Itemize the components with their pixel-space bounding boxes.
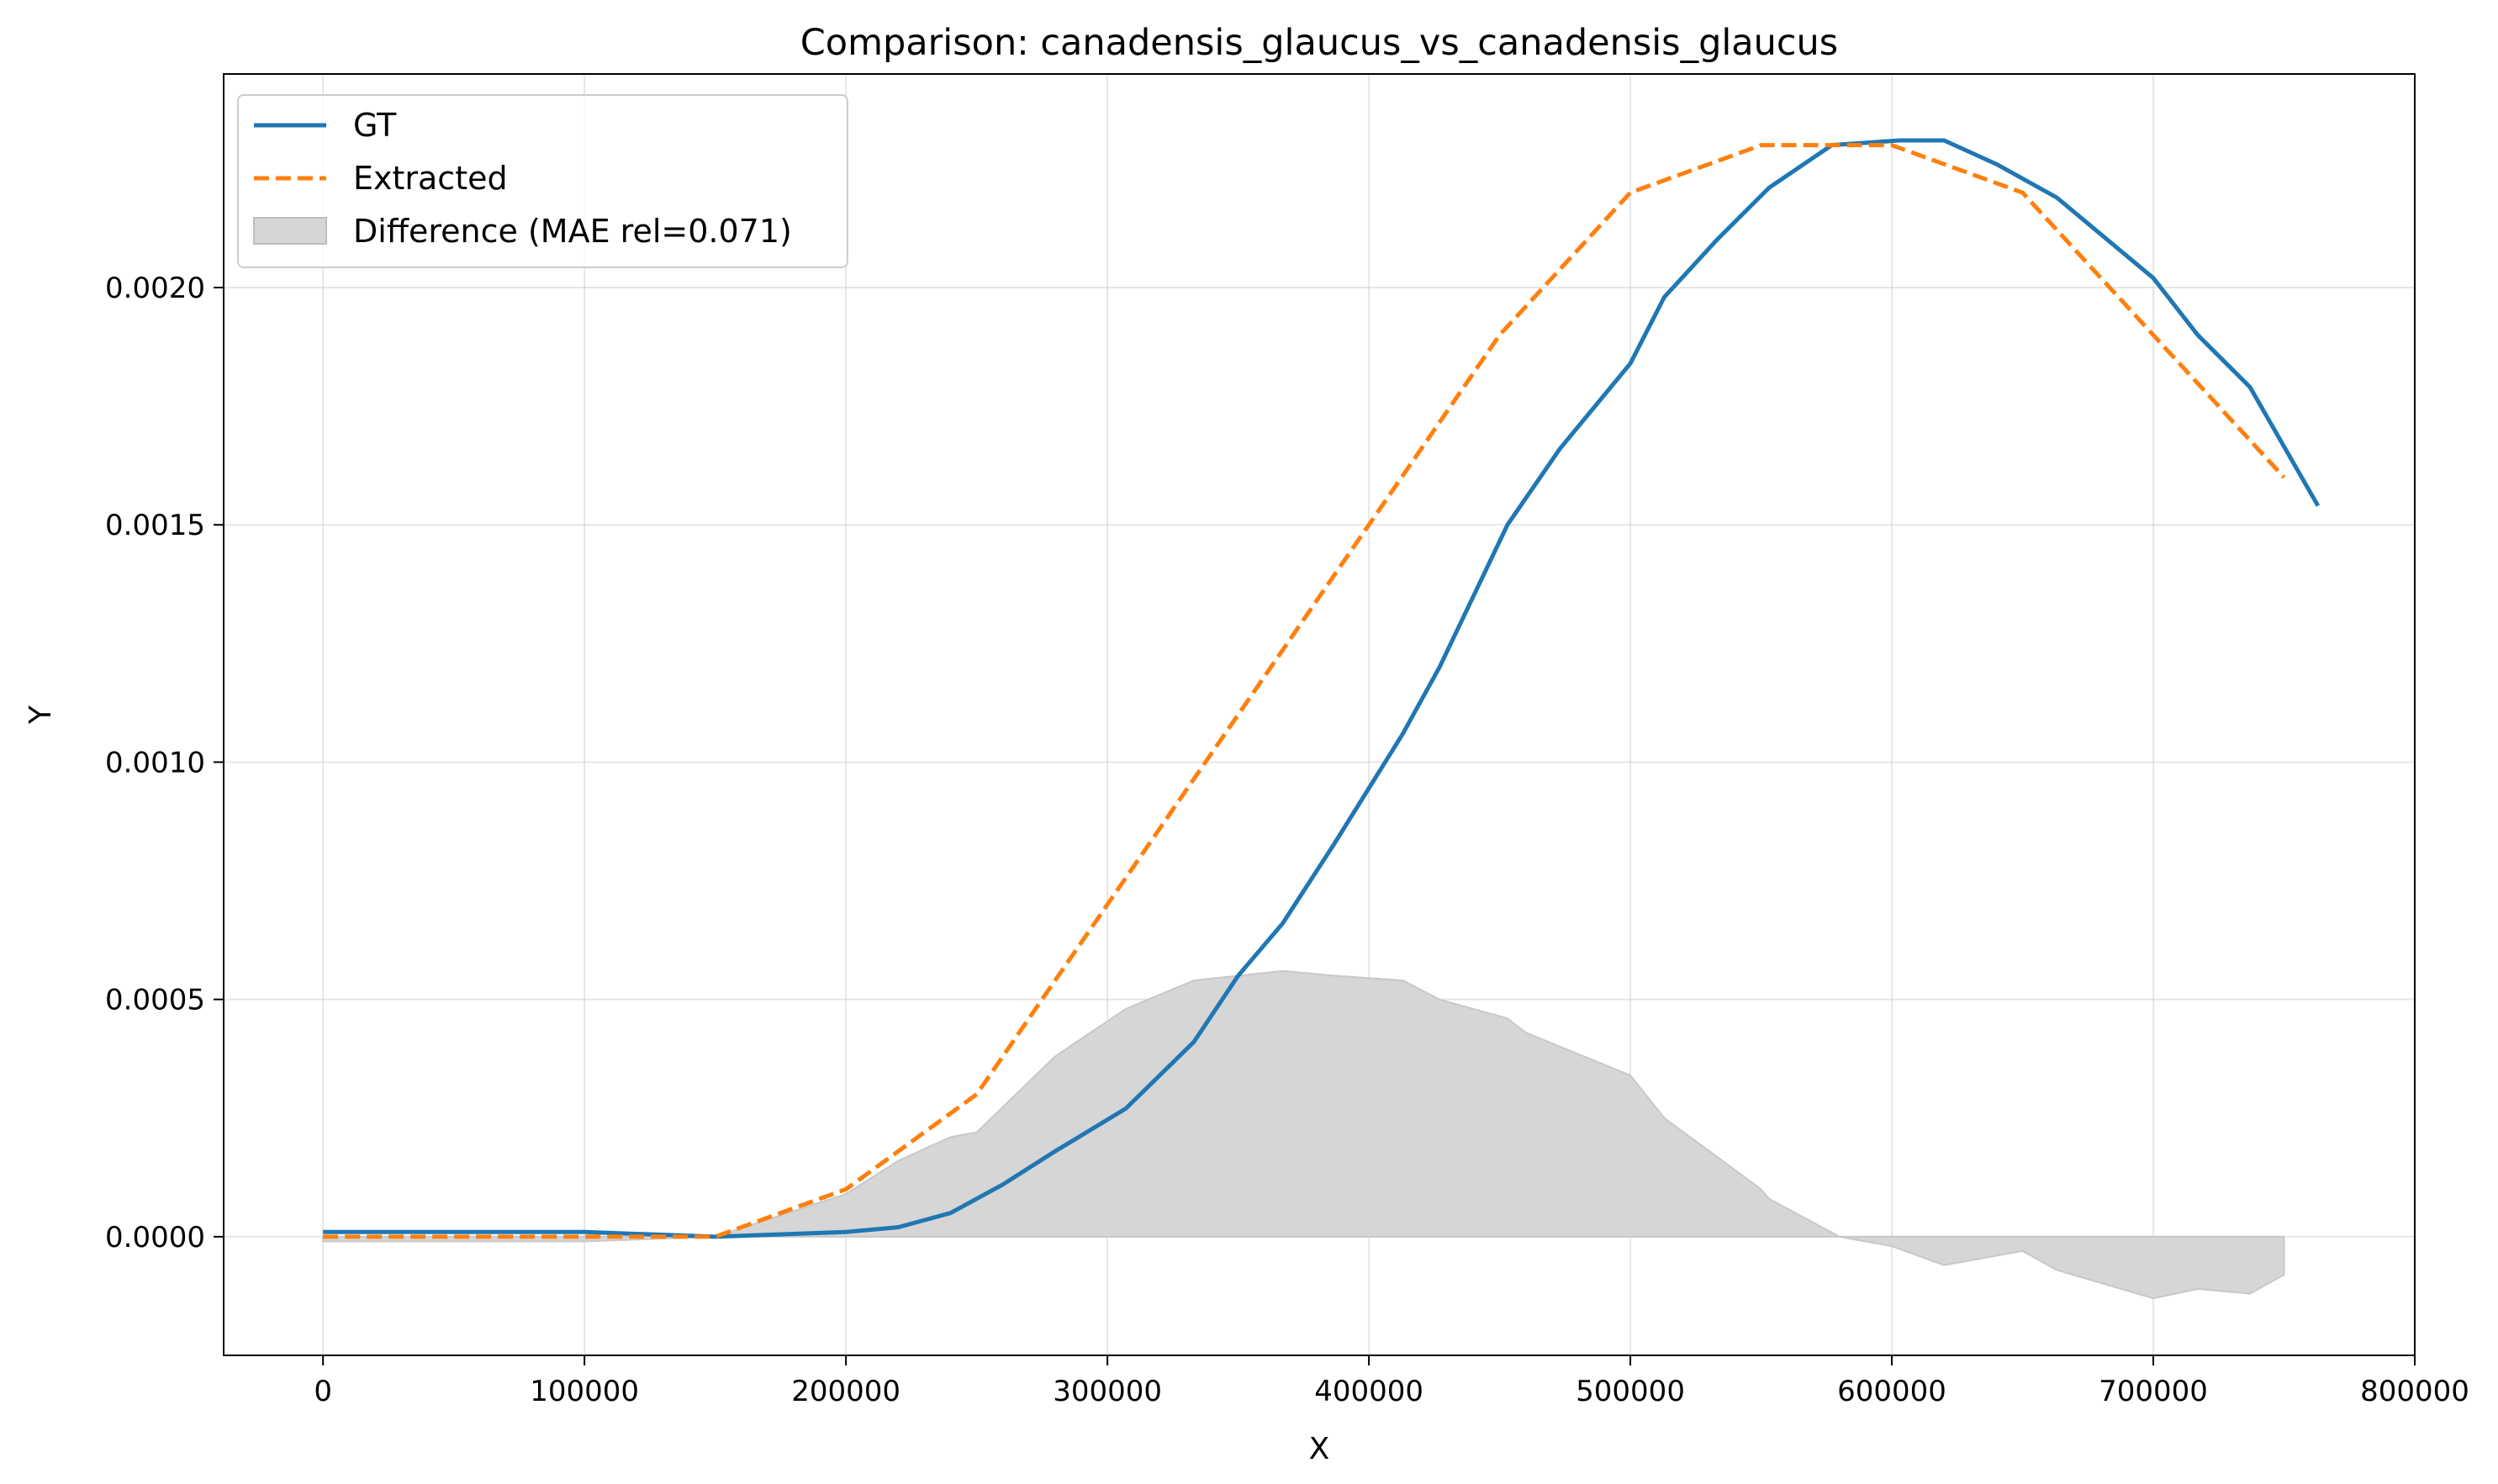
y-axis: 0.0000 0.0005 0.0010 0.0015 0.0020 — [105, 272, 224, 1254]
legend-box — [237, 94, 848, 268]
legend-gt-label: GT — [353, 107, 397, 144]
series-line-extracted — [323, 143, 2286, 1239]
y-tick-label: 0.0020 — [105, 272, 205, 305]
x-tick-label: 400000 — [1314, 1375, 1423, 1408]
x-tick-label: 300000 — [1053, 1375, 1162, 1408]
legend-difference-swatch — [253, 217, 327, 245]
x-tick-label: 600000 — [1837, 1375, 1946, 1408]
y-tick-label: 0.0010 — [105, 746, 205, 779]
x-tick-label: 100000 — [530, 1375, 639, 1408]
x-tick-label: 500000 — [1576, 1375, 1685, 1408]
x-axis: 0 100000 200000 300000 400000 500000 600000 700… — [314, 1355, 2469, 1408]
plot-frame — [223, 73, 2416, 1356]
legend: GT Extracted Difference (MAE rel=0.071) — [237, 94, 848, 268]
series-line-gt — [323, 138, 2321, 1239]
x-tick-label: 0 — [314, 1375, 332, 1408]
legend-difference-label: Difference (MAE rel=0.071) — [353, 213, 792, 250]
series-layer — [323, 138, 2321, 1239]
chart-title: Comparison: canadensis_glaucus_vs_canade… — [800, 22, 1838, 64]
legend-extracted-label: Extracted — [353, 160, 508, 197]
difference-area — [322, 969, 2285, 1300]
x-tick-label: 200000 — [791, 1375, 900, 1408]
x-tick-label: 800000 — [2360, 1375, 2469, 1408]
x-tick-label: 700000 — [2099, 1375, 2208, 1408]
y-axis-label: Y — [24, 705, 58, 725]
difference-area-layer — [322, 969, 2285, 1300]
x-axis-label: X — [1309, 1432, 1330, 1466]
y-tick-label: 0.0015 — [105, 509, 205, 542]
y-tick-label: 0.0005 — [105, 984, 205, 1017]
y-tick-label: 0.0000 — [105, 1221, 205, 1254]
